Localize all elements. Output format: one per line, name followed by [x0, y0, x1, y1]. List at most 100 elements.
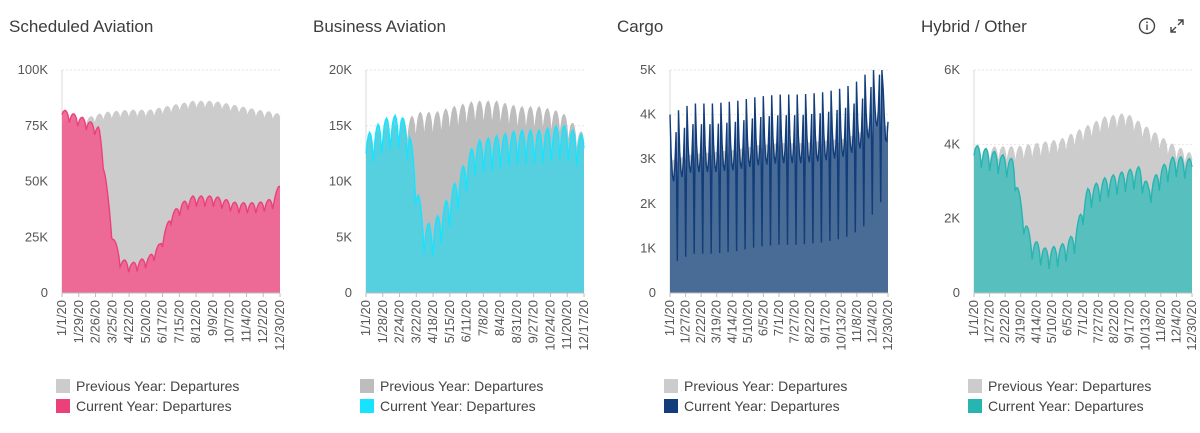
chart-panel-business-aviation: Business Aviation 0 5K 10K 15K 20K 1/1/20 1/28… [304, 0, 608, 433]
chart-panel-cargo: Cargo 0 1K 2K 3K 4K 5K 1/1/20 1/27/20 2/22/20 3/1… [608, 0, 912, 433]
legend-item-previous[interactable]: Previous Year: Departures [360, 376, 543, 396]
chart-title: Business Aviation [313, 17, 446, 36]
x-tick-label: 1/1/20 [358, 300, 373, 336]
x-tick-label: 11/8/20 [849, 300, 864, 342]
y-tick-label: 10K [329, 174, 352, 189]
y-tick-label: 15K [329, 118, 352, 133]
chart-panel-scheduled-aviation: Scheduled Aviation 0 25K 50K 75K 100K 1/1/20 1… [0, 0, 304, 433]
x-tick-label: 5/15/20 [442, 300, 457, 343]
y-tick-label: 0 [41, 285, 48, 300]
series-area-current [974, 145, 1192, 293]
legend-label-previous: Previous Year: Departures [988, 378, 1152, 394]
legend-item-current[interactable]: Current Year: Departures [664, 396, 847, 416]
legend-item-current[interactable]: Current Year: Departures [56, 396, 239, 416]
x-tick-label: 8/31/20 [509, 300, 524, 343]
chart-panel-hybrid-other: Hybrid / Other 0 2K 4K 6K 1/1/20 1/27/20 2/22/… [912, 0, 1200, 433]
legend-label-current: Current Year: Departures [380, 398, 536, 414]
chart-toolbar [1138, 17, 1200, 35]
x-tick-label: 1/29/20 [71, 300, 86, 343]
y-tick-label: 100K [18, 62, 49, 77]
legend-swatch-current [664, 399, 678, 413]
y-tick-label: 5K [640, 62, 656, 77]
expand-icon[interactable] [1168, 17, 1186, 35]
x-tick-label: 11/8/20 [1153, 300, 1168, 342]
x-tick-label: 8/12/20 [188, 300, 203, 343]
y-tick-label: 0 [649, 285, 656, 300]
x-tick-label: 1/1/20 [662, 300, 677, 336]
x-tick-label: 5/20/20 [138, 300, 153, 343]
chart-title: Cargo [617, 17, 664, 36]
legend-item-previous[interactable]: Previous Year: Departures [968, 376, 1151, 396]
chart-svg[interactable]: 0 25K 50K 75K 100K 1/1/20 1/29/20 2/26/20 3/25/2… [0, 0, 304, 433]
info-icon[interactable] [1138, 17, 1156, 35]
y-tick-label: 0 [345, 285, 352, 300]
x-tick-label: 5/10/20 [1044, 300, 1059, 343]
legend-label-previous: Previous Year: Departures [684, 378, 848, 394]
legend-label-previous: Previous Year: Departures [76, 378, 240, 394]
x-tick-label: 12/4/20 [864, 300, 879, 343]
legend-item-current[interactable]: Current Year: Departures [968, 396, 1151, 416]
x-tick-label: 1/27/20 [982, 300, 997, 343]
legend-swatch-previous [968, 379, 982, 393]
x-tick-label: 10/24/20 [542, 300, 557, 351]
y-tick-label: 25K [25, 229, 48, 244]
y-tick-label: 50K [25, 174, 48, 189]
x-tick-label: 8/4/20 [492, 300, 507, 336]
x-tick-label: 3/25/20 [104, 300, 119, 343]
x-tick-label: 3/19/20 [1013, 300, 1028, 343]
x-tick-label: 1/1/20 [966, 300, 981, 336]
legend-swatch-current [968, 399, 982, 413]
x-tick-label: 1/27/20 [678, 300, 693, 343]
x-tick-label: 12/30/20 [880, 300, 895, 351]
x-tick-label: 2/26/20 [88, 300, 103, 343]
x-tick-label: 4/22/20 [121, 300, 136, 343]
x-tick-label: 4/18/20 [425, 300, 440, 343]
x-tick-label: 2/22/20 [997, 300, 1012, 343]
x-tick-label: 2/22/20 [693, 300, 708, 343]
series-line-previous [61, 100, 281, 131]
y-tick-label: 3K [640, 151, 656, 166]
series-area-current [670, 70, 888, 293]
x-tick-label: 8/22/20 [1106, 300, 1121, 343]
legend-item-previous[interactable]: Previous Year: Departures [664, 376, 847, 396]
y-tick-label: 6K [944, 62, 960, 77]
series-line-current [669, 69, 889, 262]
legend-label-current: Current Year: Departures [988, 398, 1144, 414]
x-tick-label: 11/4/20 [238, 300, 253, 342]
x-tick-label: 3/22/20 [408, 300, 423, 343]
legend: Previous Year: Departures Current Year: … [968, 376, 1151, 416]
x-tick-label: 4/14/20 [724, 300, 739, 343]
legend: Previous Year: Departures Current Year: … [56, 376, 239, 416]
x-tick-label: 7/15/20 [171, 300, 186, 343]
chart-svg[interactable]: 0 2K 4K 6K 1/1/20 1/27/20 2/22/20 3/19/20 4/14/2… [912, 0, 1200, 433]
y-tick-label: 5K [336, 229, 352, 244]
x-tick-label: 1/1/20 [54, 300, 69, 336]
chart-svg[interactable]: 0 1K 2K 3K 4K 5K 1/1/20 1/27/20 2/22/20 3/19/20 4/… [608, 0, 912, 433]
legend-swatch-previous [360, 379, 374, 393]
x-tick-label: 4/14/20 [1028, 300, 1043, 343]
y-tick-label: 2K [944, 211, 960, 226]
y-tick-label: 4K [640, 107, 656, 122]
x-tick-label: 1/28/20 [375, 300, 390, 343]
y-tick-label: 2K [640, 196, 656, 211]
x-tick-label: 10/13/20 [1137, 300, 1152, 351]
x-tick-label: 3/19/20 [709, 300, 724, 343]
x-tick-label: 12/4/20 [1168, 300, 1183, 343]
legend-swatch-current [56, 399, 70, 413]
legend-item-current[interactable]: Current Year: Departures [360, 396, 543, 416]
x-tick-label: 7/27/20 [787, 300, 802, 343]
legend-swatch-previous [56, 379, 70, 393]
legend-swatch-previous [664, 379, 678, 393]
x-tick-label: 7/1/20 [1075, 300, 1090, 336]
x-tick-label: 9/17/20 [1122, 300, 1137, 343]
legend-item-previous[interactable]: Previous Year: Departures [56, 376, 239, 396]
x-tick-label: 9/9/20 [205, 300, 220, 336]
x-tick-label: 12/2/20 [255, 300, 270, 343]
chart-svg[interactable]: 0 5K 10K 15K 20K 1/1/20 1/28/20 2/24/20 3/22/20 4… [304, 0, 608, 433]
x-tick-label: 7/1/20 [771, 300, 786, 336]
x-tick-label: 12/30/20 [1184, 300, 1199, 351]
x-tick-label: 6/17/20 [155, 300, 170, 343]
y-tick-label: 1K [640, 240, 656, 255]
legend-label-previous: Previous Year: Departures [380, 378, 544, 394]
